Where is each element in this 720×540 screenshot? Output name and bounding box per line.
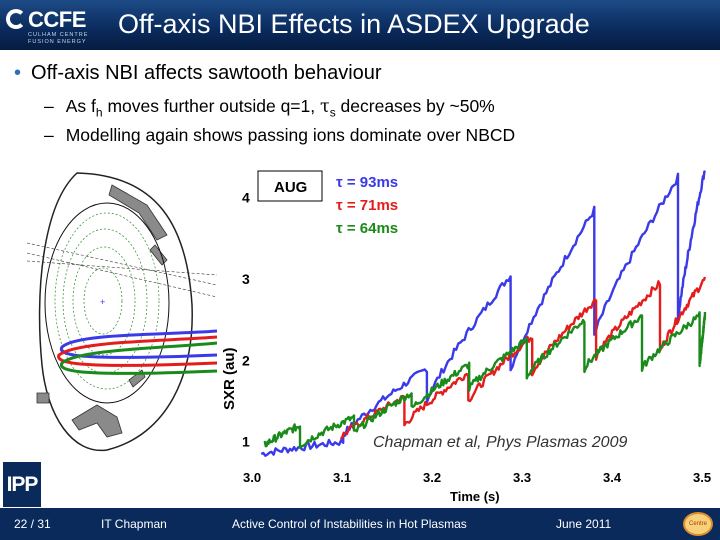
flux-surface-1 [54, 212, 160, 390]
title-bar: CCFE CULHAM CENTRE FUSION ENERGY Off-axi… [0, 0, 720, 50]
beam-path-blue [59, 329, 217, 359]
sightline-1 [26, 242, 217, 286]
sub1-subscript: h [95, 105, 103, 120]
sxr-chart: 1 2 3 4 3.0 3.1 3.2 3.3 3.4 3.5 SXR (au) Time (s… [221, 170, 711, 504]
aug-badge: AUG [274, 179, 307, 196]
ccfe-logo-sub1: CULHAM CENTRE [28, 32, 89, 38]
ccfe-logo-sub2: FUSION ENERGY [28, 39, 87, 45]
magnetic-axis-icon: + [100, 297, 105, 307]
x-tick-3.4: 3.4 [603, 470, 622, 485]
dash-icon: – [44, 125, 54, 145]
footer-logo: Centre [683, 512, 713, 536]
y-tick-3: 3 [242, 271, 250, 287]
title-bar-gradient [0, 0, 720, 50]
bullet-sub-2: – Modelling again shows passing ions domi… [44, 125, 515, 146]
y-tick-labels: 1 2 3 4 [242, 190, 250, 450]
y-tick-4: 4 [242, 190, 250, 206]
wall-tile-upper [108, 184, 168, 241]
dash-icon: – [44, 96, 54, 116]
series-line-2 [263, 311, 707, 449]
flux-surface-2 [62, 228, 148, 374]
ccfe-logo-text: CCFE [28, 7, 86, 32]
sub1-post: decreases by ~50% [335, 96, 495, 116]
date: June 2011 [556, 517, 612, 531]
divertor-dome [71, 404, 123, 438]
bullet-main: • Off-axis NBI affects sawtooth behaviour [14, 62, 382, 85]
separatrix [44, 202, 170, 404]
citation: Chapman et al, Phys Plasmas 2009 [373, 434, 627, 451]
ccfe-logo-icon [6, 9, 26, 29]
flux-surface-4 [83, 267, 123, 335]
sub2-text: Modelling again shows passing ions domin… [65, 125, 516, 145]
y-tick-1: 1 [242, 434, 250, 450]
ipp-logo: IPP [3, 462, 41, 507]
y-axis-label: SXR (au) [221, 347, 238, 410]
bullet-sub-1: – As fh moves further outside q=1, τs dec… [44, 96, 495, 120]
ccfe-logo: CCFE CULHAM CENTRE FUSION ENERGY [6, 5, 110, 45]
talk-title: Active Control of Instabilities in Hot P… [232, 517, 467, 531]
y-tick-2: 2 [242, 352, 250, 368]
x-tick-labels: 3.0 3.1 3.2 3.3 3.4 3.5 [243, 470, 711, 485]
aug-badge-box [257, 170, 323, 202]
x-tick-3.2: 3.2 [423, 470, 441, 485]
plot-lines [260, 170, 707, 457]
cross-section-diagram: + [17, 165, 217, 465]
coil-block [36, 392, 50, 404]
bullet-dot-icon: • [14, 62, 22, 84]
legend-entry-1: τ = 71ms [336, 197, 398, 214]
sightline-2 [26, 252, 217, 298]
sub1-tau: τ [320, 97, 330, 117]
legend: τ = 93ms τ = 71ms τ = 64ms [336, 174, 398, 237]
x-axis-label: Time (s) [450, 489, 500, 504]
flux-surface-3 [72, 246, 136, 356]
sub1-pre: As f [65, 96, 96, 116]
legend-entry-2: τ = 64ms [336, 220, 398, 237]
series-line-1 [339, 276, 707, 440]
legend-entry-0: τ = 93ms [336, 174, 398, 191]
sightline-3 [26, 260, 217, 276]
slide-title: Off-axis NBI Effects in ASDEX Upgrade [118, 9, 590, 39]
x-tick-3.5: 3.5 [693, 470, 711, 485]
bullet-main-text: Off-axis NBI affects sawtooth behaviour [31, 62, 382, 84]
x-tick-3.0: 3.0 [243, 470, 261, 485]
beam-path-red [57, 335, 217, 367]
footer-bar: 22 / 31 IT Chapman Active Control of Ins… [0, 508, 720, 540]
x-tick-3.1: 3.1 [333, 470, 351, 485]
author: IT Chapman [101, 517, 167, 531]
series-line-0 [260, 170, 707, 457]
sub1-tau-subscript: s [329, 105, 336, 120]
x-tick-3.3: 3.3 [513, 470, 531, 485]
beam-path-green [59, 341, 217, 375]
sub1-mid: moves further outside q=1, [102, 96, 320, 116]
page-number: 22 / 31 [14, 517, 51, 531]
vessel-wall [38, 172, 193, 452]
